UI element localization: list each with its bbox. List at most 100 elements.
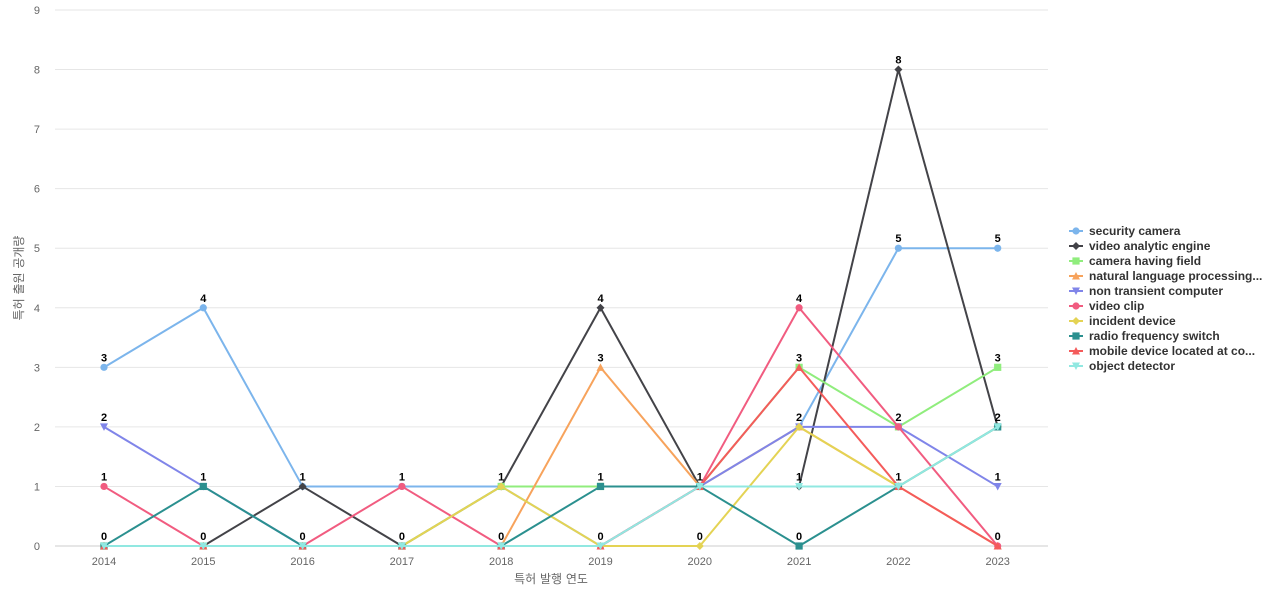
data-point-video-clip [398, 482, 406, 491]
data-point-video-clip [795, 304, 803, 312]
x-tick-label: 2015 [191, 556, 215, 568]
legend-item-video-clip[interactable]: video clip [1069, 299, 1144, 313]
y-tick-label: 1 [34, 481, 40, 493]
legend-item-object-detector[interactable]: object detector [1069, 359, 1175, 373]
data-point-security-camera [100, 363, 108, 371]
data-point-radio-frequency-switch [199, 482, 207, 491]
series-natural-language-processing [100, 363, 1002, 550]
y-tick-label: 6 [34, 184, 40, 196]
data-label: 0 [597, 531, 603, 543]
data-label: 1 [101, 471, 107, 483]
data-point-security-camera [894, 244, 903, 252]
y-tick-label: 0 [34, 541, 40, 553]
legend-marker [1072, 347, 1080, 355]
legend-marker [1072, 227, 1080, 235]
legend-marker [1072, 242, 1080, 250]
series-object-detector [100, 423, 1002, 550]
data-point-object-detector [894, 482, 903, 491]
series-line-radio-frequency-switch [103, 425, 999, 547]
legend-item-video-analytic-engine[interactable]: video analytic engine [1069, 239, 1211, 253]
legend-item-incident-device[interactable]: incident device [1069, 314, 1176, 328]
x-axis-title: 특허 발행 연도 [514, 571, 588, 586]
data-point-object-detector [795, 482, 804, 491]
legend-marker [1072, 257, 1080, 265]
data-label: 2 [995, 412, 1001, 424]
data-label: 1 [300, 471, 306, 483]
x-tick-label: 2014 [92, 556, 116, 568]
data-label: 2 [101, 412, 107, 424]
legend-label: video analytic engine [1089, 239, 1211, 253]
data-label: 1 [895, 471, 901, 483]
data-point-radio-frequency-switch [795, 542, 803, 550]
x-tick-label: 2016 [290, 556, 314, 568]
data-label: 1 [796, 471, 802, 483]
data-label: 3 [995, 352, 1001, 364]
data-label: 2 [895, 412, 901, 424]
x-axis-ticks: 2014 2015 2016 2017 2018 2019 2020 2021 2022 2023 [92, 556, 1010, 568]
legend-item-non-transient-computer[interactable]: non transient computer [1069, 284, 1223, 298]
legend-marker [1072, 362, 1080, 370]
legend-label: natural language processing... [1089, 269, 1262, 283]
data-point-object-detector [298, 542, 307, 550]
data-point-object-detector [397, 542, 406, 550]
data-label: 1 [498, 471, 504, 483]
data-label: 0 [498, 531, 504, 543]
data-label: 2 [796, 412, 802, 424]
data-label: 1 [697, 471, 703, 483]
data-point-non-transient-computer [993, 482, 1002, 491]
data-point-mobile-device-located-at-co [795, 363, 804, 371]
x-tick-label: 2021 [787, 556, 811, 568]
data-label: 4 [796, 293, 803, 305]
data-point-video-clip [100, 482, 108, 491]
data-point-video-analytic-engine [894, 65, 903, 74]
data-label: 0 [200, 531, 206, 543]
legend-marker [1072, 302, 1080, 310]
legend-label: video clip [1089, 299, 1144, 313]
data-point-mobile-device-located-at-co [993, 542, 1002, 550]
legend-item-camera-having-field[interactable]: camera having field [1069, 254, 1201, 268]
data-label: 1 [995, 471, 1001, 483]
data-label: 0 [697, 531, 703, 543]
data-label: 0 [300, 531, 306, 543]
legend-item-natural-language-processing[interactable]: natural language processing... [1069, 269, 1262, 283]
data-point-video-clip [894, 423, 903, 431]
legend-label: object detector [1089, 359, 1175, 373]
data-point-non-transient-computer [100, 423, 108, 431]
data-label: 5 [995, 233, 1001, 245]
legend-label: radio frequency switch [1089, 329, 1220, 343]
data-point-object-detector [596, 542, 605, 550]
data-point-incident-device [795, 422, 804, 431]
legend-label: mobile device located at co... [1089, 344, 1255, 358]
x-tick-label: 2020 [688, 556, 712, 568]
data-point-natural-language-processing [596, 363, 605, 371]
data-point-object-detector [100, 542, 108, 550]
y-tick-label: 8 [34, 65, 40, 77]
legend-marker [1072, 287, 1080, 295]
x-tick-label: 2017 [390, 556, 414, 568]
legend-label: non transient computer [1089, 284, 1223, 298]
data-point-object-detector [199, 542, 208, 550]
data-label: 4 [597, 293, 604, 305]
legend-item-security-camera[interactable]: security camera [1069, 224, 1181, 238]
data-point-incident-device [497, 482, 506, 491]
legend-label: security camera [1089, 224, 1181, 238]
data-label: 1 [597, 471, 603, 483]
data-label: 8 [895, 55, 901, 67]
data-point-video-analytic-engine [298, 482, 307, 491]
y-tick-label: 5 [34, 243, 40, 255]
data-label: 0 [101, 531, 107, 543]
data-point-object-detector [497, 542, 506, 550]
x-tick-label: 2022 [886, 556, 910, 568]
x-tick-label: 2018 [489, 556, 513, 568]
data-labels: 3 2 1 0 4 1 0 1 0 1 0 1 0 4 3 1 0 1 0 4 3 2 1 0 8 5 2 1 5 3 2 1 0 [101, 55, 1001, 543]
data-label: 5 [895, 233, 901, 245]
legend-item-mobile-device-located-at-co[interactable]: mobile device located at co... [1069, 344, 1255, 358]
legend-marker [1072, 272, 1080, 280]
data-label: 3 [101, 352, 107, 364]
x-tick-label: 2019 [588, 556, 612, 568]
legend-item-radio-frequency-switch[interactable]: radio frequency switch [1069, 329, 1220, 343]
data-point-video-analytic-engine [596, 303, 605, 312]
data-label: 1 [399, 471, 405, 483]
